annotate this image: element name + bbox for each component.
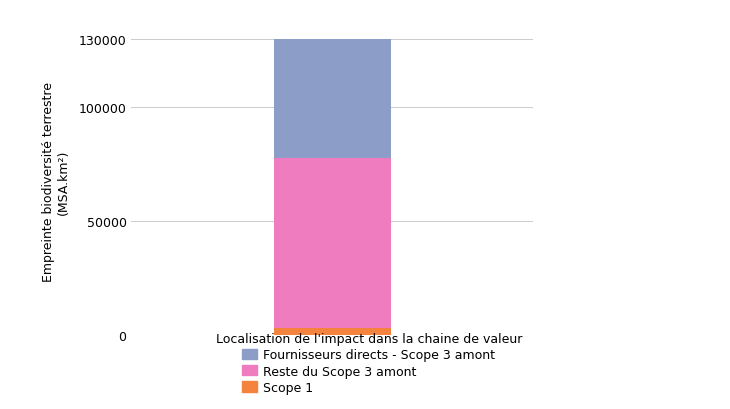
- Y-axis label: Empreinte biodiversité terrestre
(MSA.km²): Empreinte biodiversité terrestre (MSA.km…: [42, 82, 70, 282]
- Bar: [274, 328, 391, 335]
- Bar: [274, 158, 391, 328]
- Bar: [274, 40, 391, 158]
- Legend: Fournisseurs directs - Scope 3 amont, Reste du Scope 3 amont, Scope 1: Fournisseurs directs - Scope 3 amont, Re…: [211, 328, 527, 399]
